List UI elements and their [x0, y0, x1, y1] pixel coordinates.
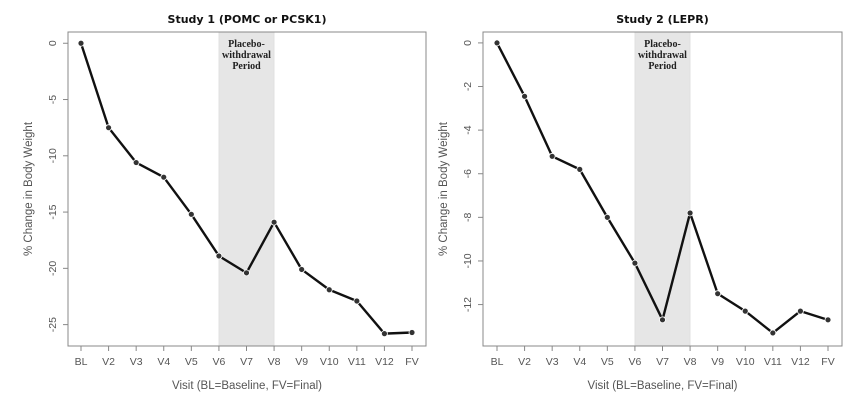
data-point-v4 [576, 165, 584, 173]
x-tick-label: V3 [130, 356, 143, 368]
x-tick-label: V9 [711, 356, 724, 368]
x-tick-label: V12 [375, 356, 394, 368]
y-tick-label: -6 [462, 169, 474, 178]
x-tick-label: V6 [628, 356, 641, 368]
shaded-region [634, 31, 691, 347]
x-tick-label: V6 [212, 356, 225, 368]
data-point-v6 [215, 252, 223, 260]
y-tick-label: -15 [47, 204, 59, 219]
shaded-region-label: Placebo- [644, 39, 681, 50]
data-point-v4 [160, 173, 168, 181]
x-tick-label: V8 [268, 356, 281, 368]
data-point-v7 [659, 316, 666, 324]
shaded-region-label: withdrawal [222, 50, 271, 61]
shaded-region [218, 31, 275, 347]
chart-title: Study 1 (POMC or PCSK1) [168, 13, 327, 26]
y-tick-label: -5 [47, 95, 59, 104]
y-tick-label: -20 [47, 261, 59, 276]
chart-title: Study 2 (LEPR) [616, 13, 708, 26]
data-point-v9 [714, 290, 722, 298]
x-tick-label: FV [405, 356, 418, 368]
data-point-v8 [686, 209, 694, 217]
x-tick-label: FV [821, 356, 834, 368]
data-point-v11 [353, 297, 361, 305]
data-point-v5 [187, 210, 195, 218]
y-tick-label: -10 [47, 148, 59, 163]
x-tick-label: V7 [656, 356, 669, 368]
y-tick-label: 0 [47, 40, 59, 46]
x-tick-label: V4 [157, 356, 170, 368]
x-tick-label: V7 [240, 356, 253, 368]
y-axis-label: % Change in Body Weight [438, 121, 450, 256]
data-point-bl [493, 39, 501, 47]
x-tick-label: BL [75, 356, 88, 368]
data-point-v5 [603, 213, 611, 221]
data-point-v7 [243, 269, 250, 277]
y-tick-label: -2 [462, 82, 474, 91]
shaded-region-label: Period [232, 61, 261, 72]
data-point-v12 [381, 330, 388, 338]
y-tick-label: 0 [462, 40, 474, 46]
data-point-v10 [741, 307, 749, 315]
data-point-v11 [769, 329, 777, 337]
x-tick-label: V8 [684, 356, 697, 368]
x-tick-label: V5 [185, 356, 198, 368]
x-tick-label: V11 [348, 356, 366, 368]
data-point-v2 [105, 124, 112, 132]
x-axis-label: Visit (BL=Baseline, FV=Final) [172, 380, 322, 392]
y-tick-label: -4 [462, 125, 474, 134]
x-tick-label: V5 [601, 356, 614, 368]
x-tick-label: V9 [295, 356, 308, 368]
data-point-v8 [270, 218, 278, 226]
y-tick-label: -10 [462, 253, 474, 268]
shaded-region-label: Placebo- [228, 39, 265, 50]
shaded-region-label: withdrawal [638, 50, 687, 61]
x-tick-label: V2 [102, 356, 115, 368]
data-point-v3 [548, 152, 556, 160]
data-point-fv [824, 316, 832, 324]
x-tick-label: BL [491, 356, 504, 368]
x-tick-label: V12 [791, 356, 810, 368]
data-point-v10 [325, 286, 333, 294]
data-point-v2 [521, 92, 528, 100]
data-point-v12 [797, 307, 804, 315]
data-point-bl [77, 39, 85, 47]
y-tick-label: -25 [47, 317, 59, 332]
x-axis-label: Visit (BL=Baseline, FV=Final) [588, 380, 738, 392]
y-axis-label: % Change in Body Weight [23, 121, 35, 256]
data-point-v9 [298, 266, 306, 273]
data-point-v6 [631, 259, 639, 267]
x-tick-label: V10 [736, 356, 755, 368]
x-tick-label: V4 [573, 356, 586, 368]
x-tick-label: V10 [320, 356, 339, 368]
y-tick-label: -12 [462, 297, 474, 312]
data-point-fv [408, 329, 416, 336]
data-point-v3 [132, 159, 140, 166]
y-tick-label: -8 [462, 213, 474, 222]
shaded-region-label: Period [648, 61, 677, 72]
x-tick-label: V2 [518, 356, 531, 368]
x-tick-label: V3 [546, 356, 559, 368]
x-tick-label: V11 [764, 356, 782, 368]
